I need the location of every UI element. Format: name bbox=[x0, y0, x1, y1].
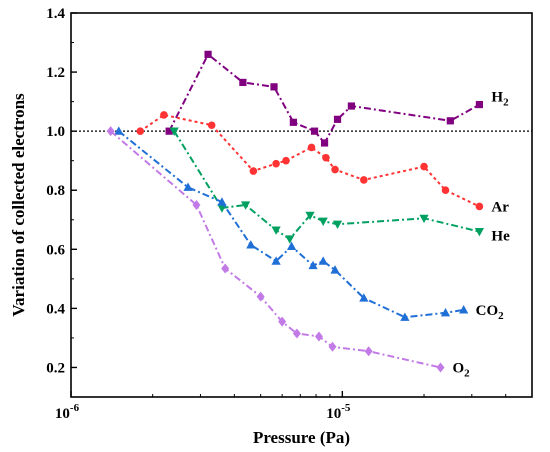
data-point bbox=[318, 256, 328, 265]
data-point bbox=[289, 118, 297, 126]
data-point bbox=[285, 235, 295, 244]
data-point bbox=[246, 240, 256, 249]
series-ar: Ar bbox=[136, 111, 509, 215]
data-point bbox=[446, 117, 454, 125]
data-point bbox=[436, 362, 445, 373]
data-point bbox=[272, 159, 280, 168]
data-point bbox=[310, 127, 319, 135]
data-point bbox=[136, 127, 145, 135]
data-point bbox=[332, 220, 343, 229]
x-tick-exponent: -5 bbox=[341, 402, 351, 414]
y-tick-label: 0.2 bbox=[46, 360, 65, 376]
data-point bbox=[364, 346, 373, 357]
y-tick-label: 0.6 bbox=[46, 242, 65, 258]
data-point bbox=[271, 226, 281, 235]
data-point bbox=[347, 102, 356, 110]
data-point bbox=[270, 83, 278, 91]
data-point bbox=[333, 115, 342, 123]
series-h2: H2 bbox=[165, 50, 509, 147]
data-point bbox=[160, 111, 168, 119]
series-line bbox=[168, 52, 480, 145]
series-label-name: He bbox=[491, 229, 510, 245]
x-tick-label: 10-5 bbox=[326, 402, 351, 422]
series-line bbox=[118, 130, 464, 319]
data-point bbox=[278, 316, 287, 327]
data-point bbox=[419, 214, 429, 224]
data-point bbox=[308, 260, 318, 270]
data-point bbox=[286, 241, 297, 250]
y-tick-label: 1.0 bbox=[46, 124, 65, 140]
data-point bbox=[475, 202, 484, 211]
x-tick-base: 10 bbox=[326, 406, 341, 422]
series-label: CO2 bbox=[476, 303, 505, 322]
data-point bbox=[322, 153, 330, 162]
y-tick-label: 1.4 bbox=[46, 6, 65, 22]
data-point bbox=[207, 121, 216, 130]
data-point bbox=[239, 78, 247, 87]
data-point bbox=[360, 176, 368, 184]
series-line bbox=[110, 130, 441, 369]
plot-frame bbox=[70, 12, 533, 398]
data-point bbox=[217, 197, 227, 206]
data-point bbox=[330, 265, 340, 274]
series-label: O2 bbox=[452, 360, 470, 379]
data-point bbox=[400, 312, 410, 321]
data-point bbox=[440, 308, 451, 317]
series-co2: CO2 bbox=[114, 126, 504, 322]
data-point bbox=[114, 126, 124, 135]
data-point bbox=[183, 182, 193, 191]
data-point bbox=[459, 305, 469, 314]
y-tick-label: 0.8 bbox=[46, 183, 65, 199]
data-point bbox=[271, 256, 281, 265]
series-label-subscript: 2 bbox=[464, 367, 470, 379]
data-point bbox=[305, 211, 315, 221]
data-point bbox=[165, 127, 173, 135]
series-label-name: O bbox=[452, 360, 464, 376]
series-label: H2 bbox=[491, 90, 509, 109]
series-he: He bbox=[169, 127, 510, 245]
data-point bbox=[320, 139, 329, 147]
data-point bbox=[441, 186, 450, 195]
data-point bbox=[292, 328, 301, 339]
data-point bbox=[307, 143, 316, 152]
data-point bbox=[359, 293, 369, 302]
data-point bbox=[314, 331, 323, 342]
data-point bbox=[331, 165, 339, 174]
y-tick-label: 1.2 bbox=[46, 65, 65, 81]
data-point bbox=[249, 167, 258, 175]
x-tick-base: 10 bbox=[55, 406, 70, 422]
data-point bbox=[169, 127, 179, 136]
data-point bbox=[221, 263, 230, 274]
y-axis-title: Variation of collected electrons bbox=[9, 93, 28, 317]
x-tick-exponent: -6 bbox=[70, 402, 80, 414]
data-point bbox=[475, 100, 484, 109]
series-label-name: CO bbox=[476, 303, 499, 319]
data-point bbox=[282, 156, 290, 165]
data-point bbox=[204, 50, 212, 58]
series-o2: O2 bbox=[106, 126, 470, 379]
y-tick-label: 0.4 bbox=[46, 301, 65, 317]
x-tick-label: 10-6 bbox=[55, 402, 80, 422]
x-axis-title: Pressure (Pa) bbox=[253, 428, 350, 447]
series-label-name: H bbox=[491, 90, 503, 106]
series-label-subscript: 2 bbox=[503, 97, 509, 109]
data-point bbox=[256, 291, 265, 302]
series-label-name: Ar bbox=[491, 199, 509, 215]
data-point bbox=[474, 227, 485, 237]
series-label: He bbox=[491, 229, 510, 245]
data-point bbox=[318, 217, 328, 227]
data-point bbox=[328, 341, 337, 352]
series-line bbox=[173, 130, 480, 241]
data-point bbox=[240, 201, 251, 210]
series-label-subscript: 2 bbox=[498, 310, 504, 322]
data-point bbox=[106, 126, 115, 137]
series-label: Ar bbox=[491, 199, 509, 215]
data-point bbox=[420, 162, 428, 171]
data-point bbox=[192, 200, 201, 210]
